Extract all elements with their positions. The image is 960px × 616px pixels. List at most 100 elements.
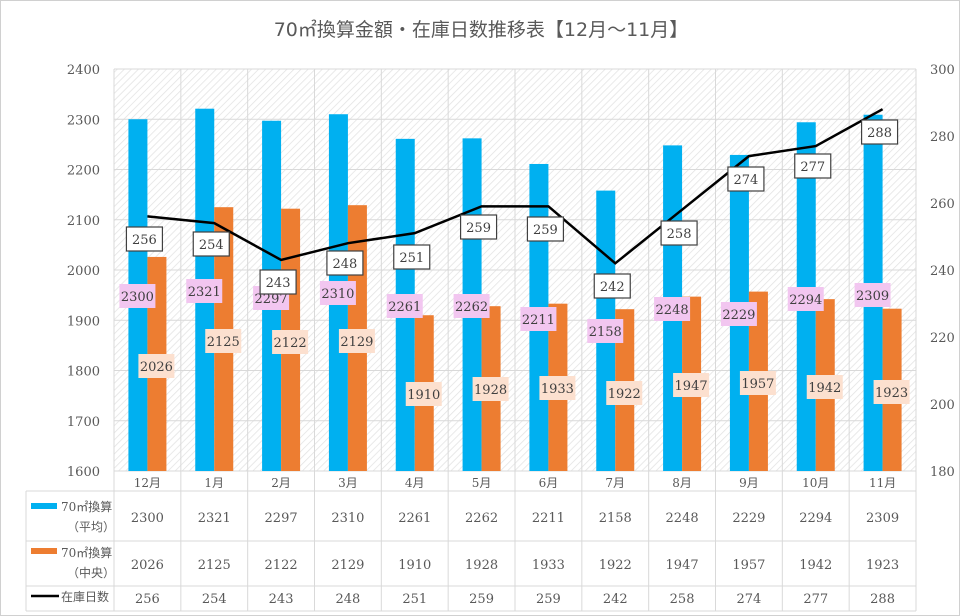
- data-label-avg: 2261: [388, 300, 421, 315]
- table-cell-days: 251: [402, 592, 427, 607]
- data-label-median-bg: [539, 376, 576, 400]
- data-label-avg-bg: [854, 283, 891, 307]
- x-tick-label: 7月: [605, 476, 625, 490]
- table-cell-avg: 2310: [331, 511, 364, 526]
- table-cell-days: 243: [269, 592, 294, 607]
- table-cell-days: 258: [670, 592, 695, 607]
- data-label-median-bg: [138, 354, 175, 378]
- x-tick-label: 8月: [672, 476, 692, 490]
- legend-label-days: 在庫日数: [61, 589, 109, 604]
- table-cell-days: 259: [469, 592, 494, 607]
- legend-swatch-avg: [31, 503, 57, 509]
- data-label-median-bg: [472, 377, 509, 401]
- table-cell-avg: 2321: [198, 511, 231, 526]
- y-tick-label: 1900: [67, 314, 100, 329]
- data-label-days-bg: [526, 216, 565, 242]
- data-label-median-bg: [673, 373, 710, 397]
- data-label-avg: 2229: [722, 308, 755, 323]
- data-label-median-bg: [338, 329, 375, 353]
- table-cell-avg: 2262: [465, 511, 498, 526]
- table-cell-median: 1910: [398, 558, 431, 573]
- data-label-median: 1947: [675, 379, 708, 394]
- chart-title: 70㎡換算金額・在庫日数推移表【12月～11月】: [273, 19, 689, 41]
- y-tick-label: 1700: [67, 415, 100, 430]
- data-label-avg-bg: [119, 284, 156, 308]
- data-label-median-bg: [806, 375, 843, 399]
- table-cell-median: 1928: [465, 558, 498, 573]
- data-label-median: 2125: [207, 335, 240, 350]
- data-label-avg-bg: [720, 302, 757, 326]
- data-label-median-bg: [873, 380, 910, 404]
- data-label-days: 256: [132, 233, 157, 248]
- data-label-days: 243: [266, 276, 291, 291]
- table-cell-days: 277: [803, 592, 828, 607]
- x-tick-label: 4月: [405, 476, 425, 490]
- table-cell-avg: 2211: [532, 511, 565, 526]
- data-label-days-bg: [125, 226, 164, 252]
- data-label-days-bg: [660, 220, 698, 246]
- data-label-median: 1957: [741, 377, 774, 392]
- table-cell-days: 242: [603, 592, 628, 607]
- data-label-avg-bg: [453, 294, 490, 318]
- data-label-days: 274: [734, 173, 759, 188]
- data-label-median: 1910: [407, 388, 440, 403]
- x-tick-label: 2月: [271, 476, 291, 490]
- table-cell-avg: 2248: [666, 511, 699, 526]
- table-cell-median: 2026: [131, 558, 164, 573]
- data-label-days: 258: [667, 227, 692, 242]
- legend-swatch-median: [31, 548, 57, 554]
- y2-tick-label: 240: [930, 264, 955, 279]
- table-cell-avg: 2300: [131, 511, 164, 526]
- x-tick-label: 9月: [739, 476, 759, 490]
- table-cell-avg: 2229: [732, 511, 765, 526]
- data-label-days: 254: [199, 238, 224, 253]
- y-tick-label: 1600: [67, 465, 100, 480]
- table-cell-median: 1957: [732, 558, 765, 573]
- x-tick-label: 5月: [472, 476, 492, 490]
- line-days: [147, 108, 884, 265]
- data-label-days-bg: [860, 119, 899, 145]
- data-label-days: 277: [800, 160, 825, 175]
- data-label-avg-bg: [587, 319, 624, 343]
- data-label-median: 1933: [541, 382, 574, 397]
- table-cell-median: 2122: [265, 558, 298, 573]
- table-cell-median: 1942: [799, 558, 832, 573]
- legend-label-avg: 70㎡換算: [61, 499, 112, 514]
- y2-tick-label: 180: [930, 465, 955, 480]
- y-tick-label: 1800: [67, 365, 100, 380]
- data-label-avg: 2248: [656, 303, 689, 318]
- x-tick-label: 10月: [802, 476, 829, 490]
- data-label-median: 1942: [808, 381, 841, 396]
- table-cell-median: 1923: [866, 558, 899, 573]
- table-cell-avg: 2294: [799, 511, 832, 526]
- table-cell-avg: 2309: [866, 511, 899, 526]
- data-label-median: 2129: [340, 335, 373, 350]
- data-label-avg-bg: [319, 281, 356, 305]
- data-label-median-bg: [606, 381, 643, 405]
- table-cell-median: 1947: [666, 558, 699, 573]
- data-label-days-bg: [593, 273, 631, 299]
- data-label-median: 2122: [274, 336, 307, 351]
- y2-tick-label: 280: [930, 130, 955, 145]
- data-label-median-bg: [405, 382, 442, 406]
- y-tick-label: 2300: [67, 113, 100, 128]
- table-cell-avg: 2158: [599, 511, 632, 526]
- data-label-avg: 2262: [455, 300, 488, 315]
- table-cell-avg: 2261: [398, 511, 431, 526]
- data-label-days-bg: [794, 153, 832, 179]
- data-label-median: 1928: [474, 383, 507, 398]
- x-tick-label: 11月: [869, 476, 896, 490]
- data-label-avg: 2321: [188, 285, 221, 300]
- table-cell-days: 254: [202, 592, 227, 607]
- x-tick-label: 1月: [204, 476, 224, 490]
- data-label-avg-bg: [787, 287, 824, 311]
- y2-tick-label: 260: [930, 197, 955, 212]
- table-cell-median: 1922: [599, 558, 632, 573]
- table-cell-median: 1933: [532, 558, 565, 573]
- data-label-median: 1923: [875, 386, 908, 401]
- legend-label-avg-sub: （平均）: [67, 520, 115, 534]
- legend-label-median-sub: （中央）: [67, 565, 115, 580]
- data-label-days-bg: [727, 166, 765, 192]
